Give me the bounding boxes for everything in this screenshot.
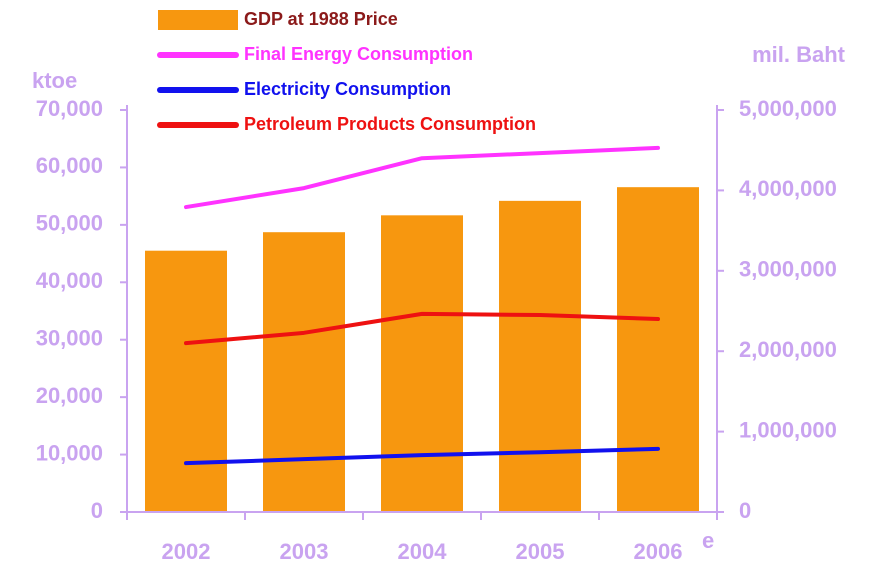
legend-label: Electricity Consumption	[244, 79, 451, 99]
legend-label: GDP at 1988 Price	[244, 9, 398, 29]
bar	[145, 250, 227, 512]
y2-tick-label: 1,000,000	[739, 417, 837, 442]
y-tick-label: 30,000	[36, 326, 103, 351]
y2-tick-label: 0	[739, 498, 751, 523]
y2-tick-label: 4,000,000	[739, 176, 837, 201]
y-tick-label: 60,000	[36, 153, 103, 178]
legend-label: Petroleum Products Consumption	[244, 114, 536, 134]
line	[184, 145, 660, 210]
line	[184, 311, 660, 346]
y2-tick-label: 5,000,000	[739, 96, 837, 121]
legend-swatch	[158, 10, 238, 30]
x-tick-label: 2003	[280, 539, 329, 564]
y-tick-label: 10,000	[36, 440, 103, 465]
annotation: e	[702, 528, 714, 553]
bar	[499, 200, 581, 513]
y2-axis-label: mil. Baht	[752, 42, 846, 67]
y-tick-label: 70,000	[36, 96, 103, 121]
y-tick-label: 0	[91, 498, 103, 523]
bar	[381, 215, 463, 512]
bar	[263, 232, 345, 512]
x-tick-label: 2006	[634, 539, 683, 564]
y-axis-label: ktoe	[32, 68, 77, 93]
y-tick-label: 40,000	[36, 268, 103, 293]
y2-tick-label: 2,000,000	[739, 337, 837, 362]
x-tick-label: 2002	[162, 539, 211, 564]
legend-label: Final Energy Consumption	[244, 44, 473, 64]
bar	[617, 187, 699, 512]
y2-tick-label: 3,000,000	[739, 257, 837, 282]
y-tick-label: 50,000	[36, 211, 103, 236]
y-tick-label: 20,000	[36, 383, 103, 408]
x-tick-label: 2005	[516, 539, 565, 564]
x-tick-label: 2004	[398, 539, 448, 564]
line	[184, 446, 660, 466]
